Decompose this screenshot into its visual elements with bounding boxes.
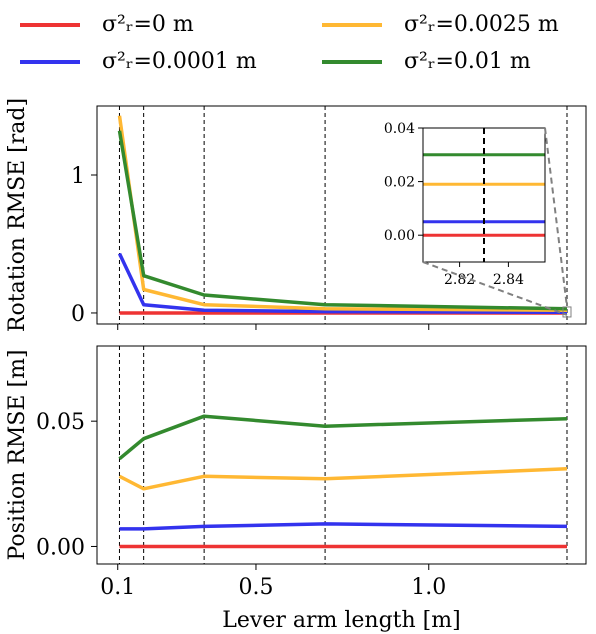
y-axis-label: Position RMSE [m]	[5, 349, 30, 560]
y-tick-label: 0.05	[36, 410, 85, 435]
x-axis-label: Lever arm length [m]	[222, 608, 460, 633]
legend-label: σ²ᵣ=0.0001 m	[102, 49, 257, 74]
legend-swatch	[322, 59, 382, 64]
inset-y-tick-label: 0.00	[384, 228, 415, 244]
legend-label: σ²ᵣ=0.0025 m	[404, 12, 559, 37]
x-tick-label: 0.5	[238, 575, 273, 600]
inset-frame	[422, 127, 546, 263]
series-line	[117, 130, 568, 311]
zoom-region-box	[562, 306, 572, 318]
position-rmse-panel: 0.00 0.05 0.1 0.5 1.0 Position RMSE [m] Lever …	[5, 345, 587, 633]
inset-y-tick-label: 0.02	[384, 175, 415, 191]
series-line	[117, 252, 568, 315]
y-tick-label: 0.00	[36, 535, 85, 560]
zoom-connector	[422, 261, 568, 316]
series-line	[118, 414, 568, 461]
rotation-zoom-inset: 0.00 0.02 0.04 2.82 2.84	[384, 121, 572, 318]
legend-swatch	[322, 22, 382, 27]
legend-label: σ²ᵣ=0 m	[102, 12, 194, 37]
legend-item-sigma-0: σ²ᵣ=0 m	[20, 12, 194, 37]
inset-y-tick-label: 0.04	[384, 121, 415, 137]
x-tick-label: 0.1	[100, 575, 135, 600]
zoom-connector	[544, 127, 568, 308]
legend-item-sigma-0.0025: σ²ᵣ=0.0025 m	[322, 12, 559, 37]
legend: σ²ᵣ=0 m σ²ᵣ=0.0001 m σ²ᵣ=0.0025 m σ²ᵣ=0.…	[0, 0, 596, 95]
rotation-rmse-panel: 0 1 Rotation RMSE [rad]	[5, 98, 587, 332]
x-tick-label: 1.0	[411, 575, 446, 600]
y-tick-label: 1	[71, 164, 85, 189]
series-line	[119, 522, 568, 531]
legend-label: σ²ᵣ=0.01 m	[404, 49, 531, 74]
inset-x-tick-label: 2.84	[493, 272, 524, 288]
legend-item-sigma-0.0001: σ²ᵣ=0.0001 m	[20, 49, 257, 74]
inset-x-tick-label: 2.82	[444, 272, 475, 288]
y-tick-label: 0	[71, 302, 85, 327]
y-axis-label: Rotation RMSE [rad]	[5, 98, 30, 332]
legend-item-sigma-0.01: σ²ᵣ=0.01 m	[322, 49, 531, 74]
legend-swatch	[20, 22, 80, 27]
series-line	[118, 467, 568, 491]
axes-frame	[96, 345, 587, 565]
legend-swatch	[20, 59, 80, 64]
axes-frame	[96, 105, 587, 325]
